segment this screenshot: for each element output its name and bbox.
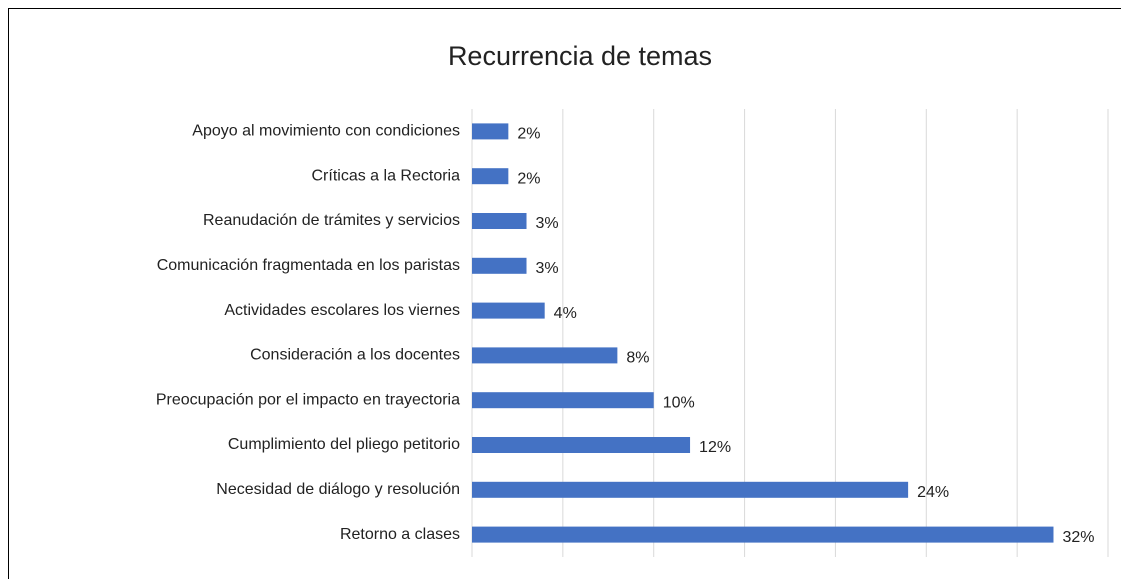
data-label: 3% xyxy=(536,260,559,277)
data-label: 8% xyxy=(626,350,649,367)
bar xyxy=(472,347,618,364)
data-label: 24% xyxy=(917,484,949,501)
data-label: 2% xyxy=(517,126,540,143)
bar xyxy=(472,257,527,274)
data-label: 2% xyxy=(517,170,540,187)
data-label: 3% xyxy=(536,215,559,232)
y-tick-label: Preocupación por el impacto en trayector… xyxy=(156,391,460,408)
y-tick-label: Actividades escolares los viernes xyxy=(224,302,460,319)
y-tick-label: Retorno a clases xyxy=(340,526,460,543)
y-tick-label: Reanudación de trámites y servicios xyxy=(203,212,460,229)
data-label: 4% xyxy=(554,305,577,322)
bar xyxy=(472,437,691,453)
y-tick-label: Apoyo al movimiento con condiciones xyxy=(192,123,460,140)
y-tick-label: Consideración a los docentes xyxy=(250,347,460,364)
bar xyxy=(472,302,545,319)
y-tick-label: Necesidad de diálogo y resolución xyxy=(216,481,460,498)
bar xyxy=(472,123,509,140)
y-tick-label: Comunicación fragmentada en los paristas xyxy=(157,257,460,274)
data-label: 12% xyxy=(699,439,731,456)
data-label: 32% xyxy=(1062,529,1094,546)
chart-title: Recurrencia de temas xyxy=(448,41,712,71)
y-tick-label: Cumplimiento del pliego petitorio xyxy=(228,436,460,453)
data-label: 10% xyxy=(663,394,695,411)
y-tick-label: Críticas a la Rectoria xyxy=(312,167,461,184)
bar xyxy=(472,481,909,498)
bar xyxy=(472,168,509,185)
bar xyxy=(472,392,654,409)
bar xyxy=(472,526,1054,543)
bar xyxy=(472,213,527,229)
